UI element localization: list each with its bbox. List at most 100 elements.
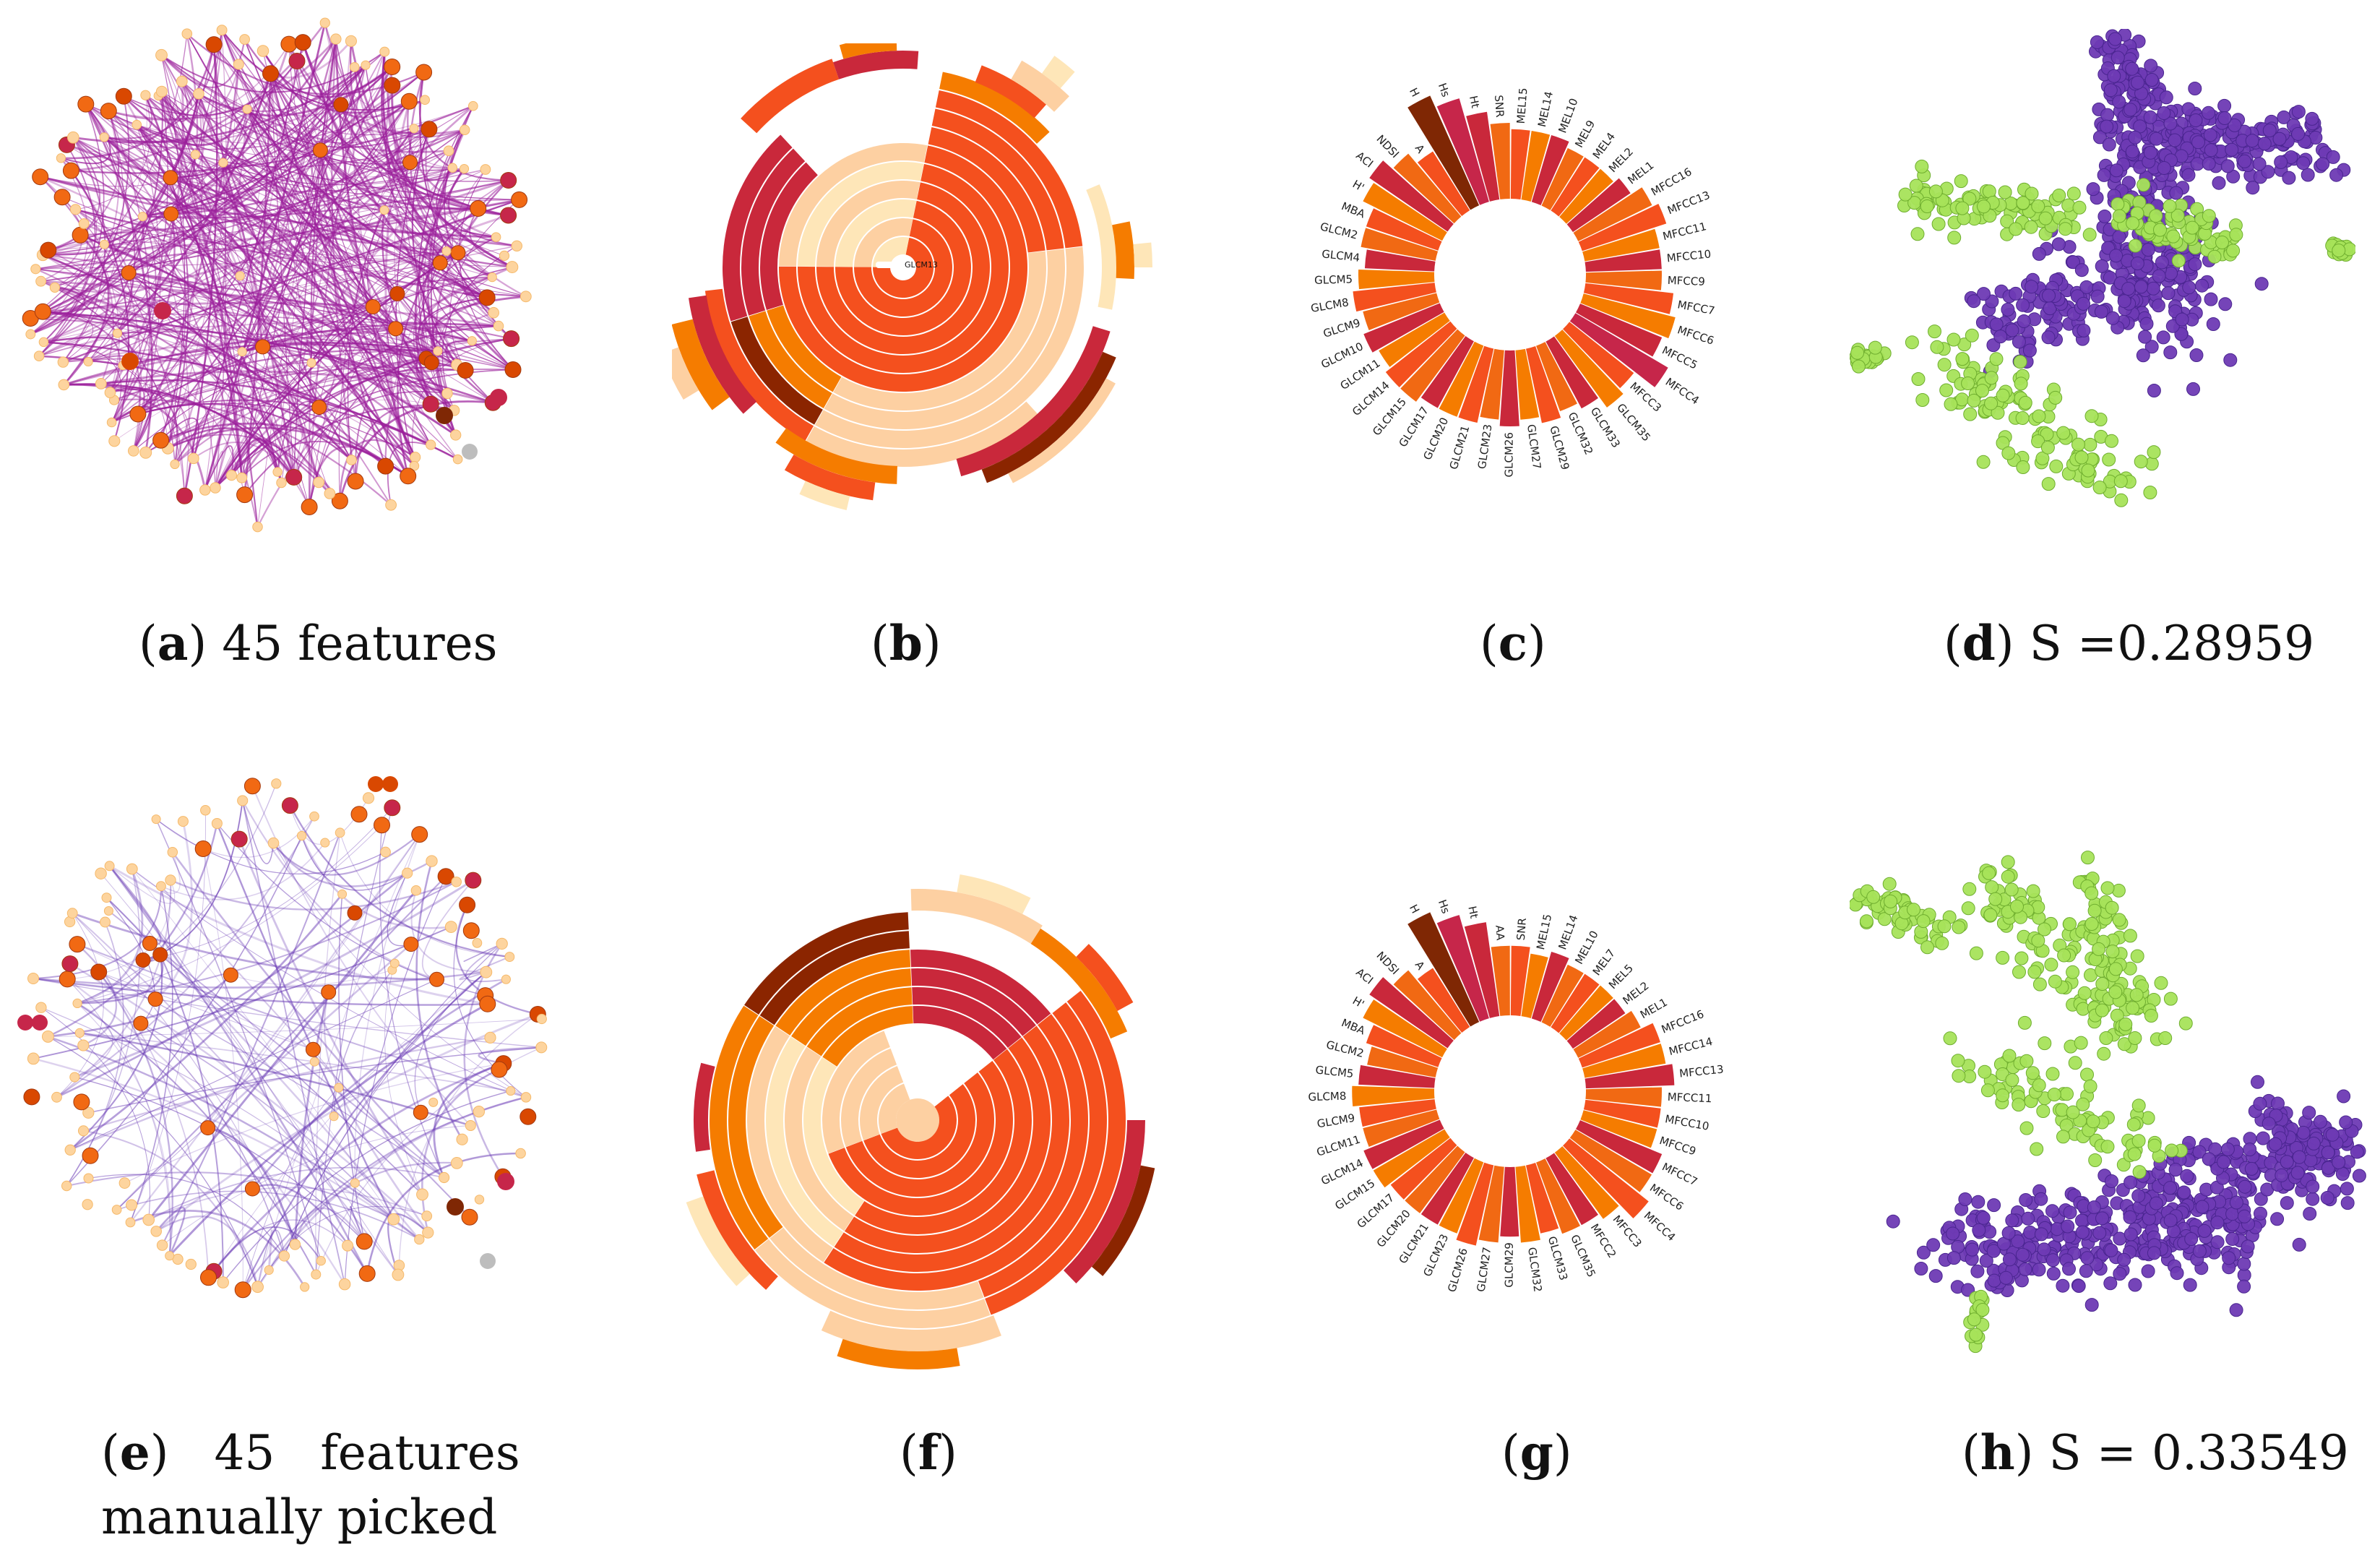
radial-label: A [1413,142,1428,155]
radial-bar [1541,147,1584,210]
scatter-point-purple [1916,1245,1931,1260]
scatter-point-purple [2163,345,2178,360]
radial-bar [1515,348,1540,420]
graph-edge [74,1076,365,1242]
radial-bar [1361,228,1439,261]
sunburst-segment [730,317,823,425]
radial-bar [1369,977,1454,1049]
scatter-point-green [2144,1009,2158,1023]
graph-node [236,472,248,483]
scatter-point-purple [2204,143,2218,158]
graph-edge [167,426,409,477]
sunburst-rings [704,72,1084,468]
caption-h: (h) S = 0.33549 [1962,1424,2349,1481]
graph-edge [48,1036,259,1287]
radial-bar [1363,183,1447,241]
graph-edge [100,370,493,404]
graph-edge [108,111,151,452]
radial-label: GLCM2 [1325,1038,1366,1060]
graph-node [403,937,419,952]
graph-edge [38,96,130,357]
scatter-point-purple [2032,1262,2046,1277]
scatter-point-purple [2256,1131,2270,1145]
graph-edge [353,66,465,138]
radial-bar [1366,1025,1442,1067]
graph-node [152,947,168,963]
scatter-point-purple [2180,1169,2194,1183]
graph-edge [207,943,412,1129]
graph-edge [33,971,486,989]
scatter-point-green [1907,903,1920,917]
scatter-point-green [2060,1087,2074,1101]
scatter-point-green [2129,988,2144,1002]
scatter-point-green [2036,1104,2051,1118]
graph-edge [425,129,527,298]
graph-edge [160,213,187,441]
radial-label: ACI [1353,149,1376,171]
graph-edge [296,61,426,119]
graph-node [177,816,189,827]
scatter-point-purple [2183,1278,2197,1292]
graph-node [345,35,357,47]
graph-edge [129,833,421,1223]
scatter-point-green [2013,355,2027,369]
radial-label: MFCC3 [1611,1213,1644,1250]
graph-node [104,387,116,398]
graph-edge [347,210,385,460]
graph-edge [213,44,513,268]
scatter-point-purple [2191,135,2205,150]
graph-node-highlight [17,1015,33,1031]
scatter-point-purple [2125,145,2139,159]
scatter-point-purple [2177,1185,2191,1200]
graph-edge [293,391,448,478]
sunburst-outer-segment [1030,928,1128,1039]
graph-edge [207,1062,504,1278]
graph-node [285,468,303,486]
radial-bar [1439,341,1484,417]
graph-node [500,172,517,189]
scatter-point-purple [2277,110,2291,124]
scatter-point-green [2108,962,2123,976]
scatter-point-green [2045,1067,2060,1081]
graph-node [40,241,57,259]
radial-bar [1500,1166,1519,1237]
scatter-point-purple [2075,1213,2089,1228]
graph-node [126,1199,138,1211]
graph-edge [83,1036,491,1132]
scatter-point-purple [2090,289,2105,304]
scatter-point-purple [1946,1226,1960,1241]
radial-label: GLCM9 [1316,1111,1355,1131]
sunburst-segment [744,912,909,1015]
sunburst-outer-segment [981,351,1116,483]
radial-label: GLCM35 [1568,1233,1598,1279]
scatter-point-green [2012,1098,2026,1112]
scatter-point-green [2147,445,2161,460]
scatter-point-purple [2303,1153,2318,1168]
graph-node [163,170,178,186]
scatter-point-green [2147,1138,2162,1153]
graph-edge [98,971,445,1179]
graph-edge [293,128,415,478]
scatter-point-green [1976,455,1991,469]
scatter-point-green [1963,407,1978,421]
radial-label: GLCM11 [1315,1133,1362,1159]
radial-bar [1369,160,1454,232]
graph-edge [110,387,151,452]
radial-bar [1554,330,1624,408]
scatter-point-purple [2138,330,2152,344]
scatter-point-green [2066,965,2080,979]
scatter-point-purple [1971,1195,1986,1209]
radial-bar [1379,312,1450,367]
graph-edge [257,834,421,1287]
radial-label: MEL2 [1621,979,1652,1007]
graph-edge [214,167,454,489]
graph-node [56,153,66,163]
radial-label: AA [1493,925,1506,942]
scatter-point-purple [2051,237,2066,251]
graph-edge [103,60,298,142]
graph-edge [270,73,488,298]
graph-edge [56,816,315,1098]
graph-node [200,1120,216,1136]
scatter-point-purple [2095,1211,2109,1226]
scatter-point-purple [2147,1246,2161,1260]
